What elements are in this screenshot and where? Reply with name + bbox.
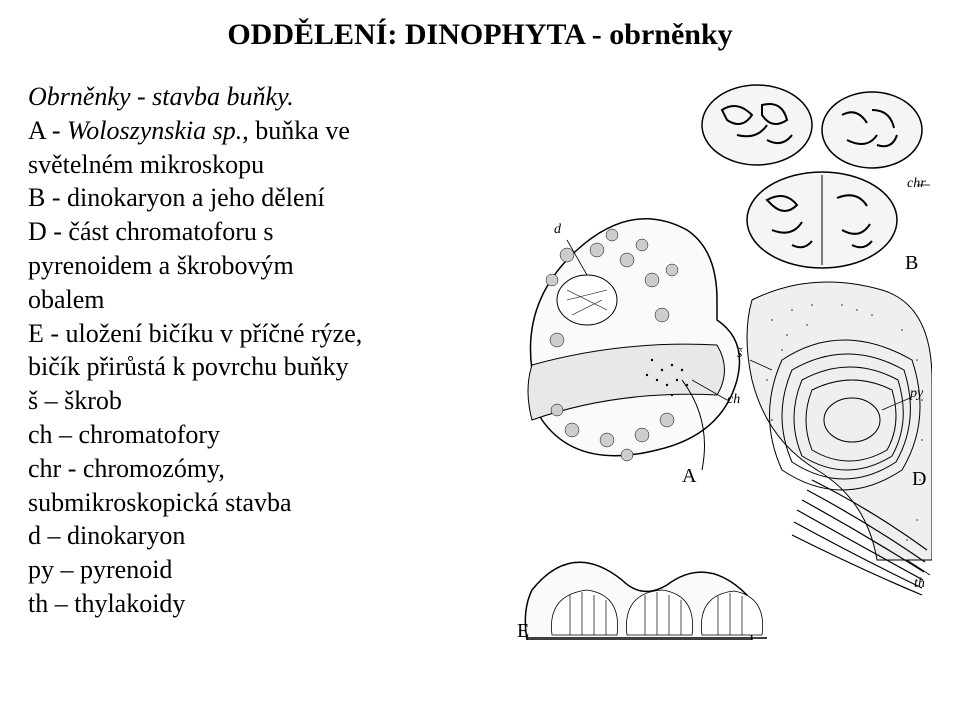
anno-chr: chr bbox=[907, 176, 926, 192]
text-line: d – dinokaryon bbox=[28, 519, 492, 553]
text-line: Obrněnky - stavba buňky. bbox=[28, 80, 492, 114]
text-line: A - Woloszynskia sp., buňka ve bbox=[28, 114, 492, 148]
text-line: D - část chromatoforu s bbox=[28, 215, 492, 249]
text-line: B - dinokaryon a jeho dělení bbox=[28, 181, 492, 215]
anno-s: š bbox=[737, 346, 742, 362]
panel-label-e: E bbox=[517, 620, 529, 643]
text-line: E - uložení bičíku v příčné rýze, bbox=[28, 317, 492, 351]
panel-a bbox=[528, 219, 740, 470]
text-line: světelném mikroskopu bbox=[28, 148, 492, 182]
text-line: š – škrob bbox=[28, 384, 492, 418]
text-column: Obrněnky - stavba buňky. A - Woloszynski… bbox=[28, 80, 492, 640]
anno-py: py bbox=[910, 386, 923, 402]
text-line: th – thylakoidy bbox=[28, 587, 492, 621]
page-root: ODDĚLENÍ: DINOPHYTA - obrněnky Obrněnky … bbox=[0, 0, 960, 705]
panel-d bbox=[747, 282, 932, 595]
content-row: Obrněnky - stavba buňky. A - Woloszynski… bbox=[28, 80, 932, 640]
anno-d: d bbox=[554, 222, 561, 238]
text-line: chr - chromozómy, bbox=[28, 452, 492, 486]
text-part: , buňka ve bbox=[242, 116, 350, 145]
panel-b bbox=[702, 85, 922, 268]
panel-e bbox=[525, 562, 767, 640]
text-line: py – pyrenoid bbox=[28, 553, 492, 587]
anno-ch: ch bbox=[727, 392, 740, 408]
panel-label-d: D bbox=[912, 468, 926, 491]
figure-column: A B D E d ch š chr py th bbox=[512, 80, 932, 640]
anno-th: th bbox=[914, 576, 925, 592]
text-line: submikroskopická stavba bbox=[28, 486, 492, 520]
panel-label-b: B bbox=[905, 252, 918, 275]
figure-svg bbox=[512, 80, 932, 640]
species-name: Woloszynskia sp. bbox=[67, 116, 242, 145]
text-part: A - bbox=[28, 116, 67, 145]
scientific-figure: A B D E d ch š chr py th bbox=[512, 80, 932, 640]
page-title: ODDĚLENÍ: DINOPHYTA - obrněnky bbox=[28, 18, 932, 52]
text-line: obalem bbox=[28, 283, 492, 317]
text-line: ch – chromatofory bbox=[28, 418, 492, 452]
heading-italic: Obrněnky - stavba buňky. bbox=[28, 82, 294, 111]
panel-label-a: A bbox=[682, 465, 696, 488]
text-line: pyrenoidem a škrobovým bbox=[28, 249, 492, 283]
text-line: bičík přirůstá k povrchu buňky bbox=[28, 350, 492, 384]
